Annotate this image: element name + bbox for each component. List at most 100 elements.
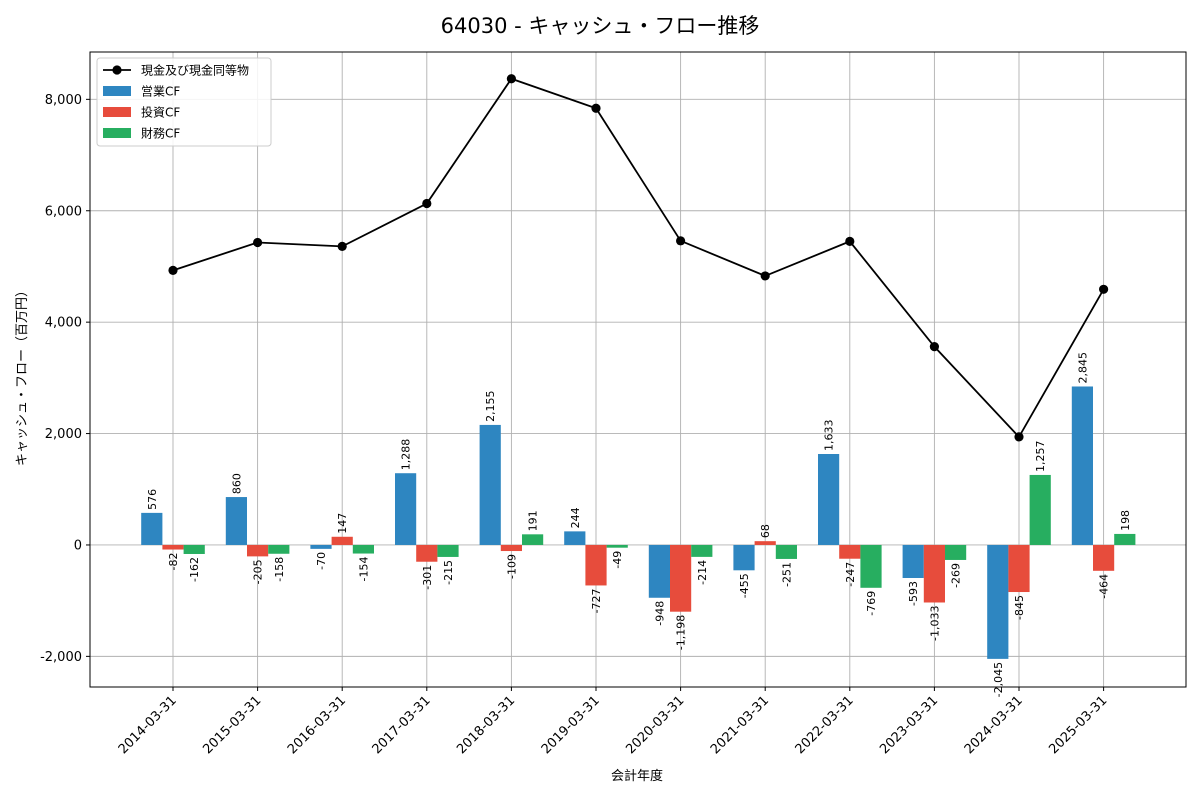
data-label: 1,288: [400, 439, 413, 471]
bar: [225, 497, 247, 545]
data-label: 1,257: [1034, 440, 1047, 472]
data-label: 244: [569, 507, 582, 528]
y-tick-label: 6,000: [45, 204, 82, 219]
bar: [670, 544, 692, 612]
bar: [141, 512, 163, 545]
y-tick-label: 2,000: [45, 427, 82, 442]
data-label: 2,845: [1076, 352, 1089, 384]
data-label: -269: [950, 563, 963, 588]
data-label: -70: [315, 552, 328, 570]
data-label: -154: [357, 557, 370, 582]
y-tick-label: -2,000: [40, 650, 82, 665]
bar: [479, 424, 501, 545]
data-label: -109: [505, 554, 518, 579]
y-tick-label: 0: [74, 538, 82, 553]
x-tick-label: 2025-03-31: [1046, 693, 1110, 757]
cash-line-point: [845, 236, 855, 246]
cash-line-point: [506, 74, 516, 84]
bar: [1114, 533, 1136, 545]
bar: [1071, 386, 1093, 545]
legend-swatch: [103, 107, 131, 117]
bar: [691, 544, 713, 557]
data-label: -455: [738, 573, 751, 598]
data-label: -769: [865, 591, 878, 616]
bar: [564, 531, 586, 545]
data-label: -2,045: [992, 662, 1005, 697]
x-tick-label: 2014-03-31: [116, 693, 180, 757]
bar: [522, 534, 544, 545]
bar: [987, 544, 1009, 659]
bar: [331, 536, 353, 545]
data-label: -215: [442, 560, 455, 585]
x-tick-label: 2024-03-31: [962, 693, 1026, 757]
data-label: -464: [1098, 574, 1111, 599]
legend-box: [96, 57, 272, 147]
bar: [395, 473, 417, 545]
cash-line: [168, 74, 1109, 442]
x-tick-label: 2022-03-31: [793, 693, 857, 757]
bar: [268, 544, 290, 554]
bar: [162, 544, 184, 550]
data-label: -82: [167, 553, 180, 571]
cash-line-point: [168, 265, 178, 275]
x-axis-label: 会計年度: [611, 768, 663, 784]
x-tick-label: 2018-03-31: [454, 693, 518, 757]
legend-line-marker: [112, 65, 122, 75]
data-label: -845: [1013, 595, 1026, 620]
grid: [90, 52, 1186, 687]
cash-line-point: [591, 103, 601, 113]
bar: [437, 544, 459, 557]
bar: [839, 544, 861, 559]
data-label: -301: [421, 565, 434, 590]
bar: [416, 544, 438, 562]
data-label: -948: [653, 601, 666, 626]
bar: [945, 544, 967, 560]
data-label: 576: [146, 489, 159, 510]
data-label: -247: [844, 562, 857, 587]
data-label: 860: [230, 473, 243, 494]
bar: [818, 453, 840, 545]
data-label: -162: [188, 557, 201, 582]
data-label: -593: [907, 581, 920, 606]
y-tick-label: 4,000: [45, 316, 82, 331]
legend-swatch: [103, 128, 131, 138]
data-label: -205: [252, 559, 265, 584]
y-axis-label: キャッシュ・フロー（百万円）: [15, 284, 30, 466]
legend-label: 財務CF: [141, 126, 180, 141]
legend-label: 現金及び現金同等物: [141, 63, 249, 78]
x-tick-label: 2020-03-31: [623, 693, 687, 757]
bar: [775, 544, 797, 559]
cash-line-point: [253, 237, 263, 248]
chart-title: 64030 - キャッシュ・フロー推移: [441, 14, 760, 38]
bar: [247, 544, 269, 557]
cash-line-point: [929, 342, 940, 352]
bar: [352, 544, 374, 554]
data-label: -158: [273, 557, 286, 582]
data-label: 191: [527, 510, 540, 531]
bar: [733, 544, 755, 571]
bar: [1029, 474, 1051, 545]
y-axis: -2,000 0 2,000 4,000 6,000 8,000: [40, 93, 90, 665]
bar: [648, 544, 670, 598]
cash-line-point: [1014, 432, 1024, 442]
data-label: -214: [696, 560, 709, 585]
cash-line-point: [337, 241, 347, 251]
bar: [860, 544, 882, 588]
bars: [141, 386, 1136, 659]
legend-label: 投資CF: [141, 105, 180, 120]
cash-line-point: [1099, 284, 1109, 294]
cash-line-point: [422, 198, 432, 209]
x-tick-label: 2017-03-31: [370, 693, 434, 757]
bar: [923, 544, 945, 603]
bar: [1008, 544, 1030, 593]
legend-label: 営業CF: [141, 85, 180, 99]
data-label: 1,633: [823, 419, 836, 451]
x-tick-label: 2016-03-31: [285, 693, 349, 757]
cash-line-path: [172, 77, 1105, 439]
cash-line-point: [676, 236, 686, 246]
x-tick-label: 2015-03-31: [200, 693, 264, 757]
data-labels: 576860-701,2882,155244-948-4551,633-593-…: [146, 352, 1132, 697]
legend-swatch: [103, 86, 131, 96]
